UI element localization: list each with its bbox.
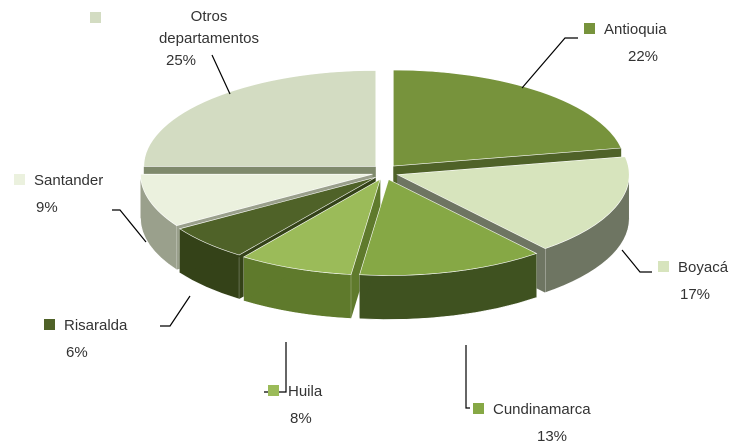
legend-swatch (268, 385, 279, 396)
value-label: 6% (66, 344, 88, 361)
slice (392, 69, 622, 167)
category-label: Boyacá (678, 259, 729, 276)
category-label: Antioquia (604, 21, 667, 38)
value-label: 9% (36, 199, 58, 216)
data-label: Antioquia 22% (584, 16, 667, 70)
legend-swatch (584, 23, 595, 34)
legend-swatch (658, 261, 669, 272)
category-label: Cundinamarca (493, 401, 591, 418)
leader-line (521, 37, 578, 89)
leader-line (211, 54, 231, 95)
legend-swatch (90, 12, 101, 23)
category-label: Santander (34, 172, 104, 189)
category-label: Huila (288, 383, 323, 400)
data-label: Santander 9% (14, 167, 103, 221)
leader-line (465, 345, 470, 409)
leader-line (621, 249, 652, 273)
slice (178, 177, 376, 256)
slice (359, 179, 538, 276)
legend-swatch (473, 403, 484, 414)
slice (143, 70, 377, 167)
leader-line (112, 209, 147, 243)
legend-swatch (44, 319, 55, 330)
leader-line (160, 295, 191, 327)
value-label: 13% (537, 428, 568, 444)
category-label: Otros departamentos (158, 8, 260, 47)
data-label: Boyacá 17% (658, 254, 728, 308)
data-label: Otros departamentos 25% (90, 6, 280, 72)
data-label: Risaralda 6% (44, 312, 127, 366)
value-label: 17% (680, 286, 711, 303)
slice (140, 173, 373, 226)
legend-swatch (14, 174, 25, 185)
value-label: 25% (165, 52, 197, 69)
value-label: 22% (628, 48, 659, 65)
category-label: Risaralda (64, 317, 128, 334)
value-label: 8% (290, 410, 312, 427)
data-label: Cundinamarca 13% (473, 396, 591, 444)
slice (243, 178, 381, 275)
data-label: Huila 8% (268, 378, 322, 432)
slice (396, 156, 630, 249)
